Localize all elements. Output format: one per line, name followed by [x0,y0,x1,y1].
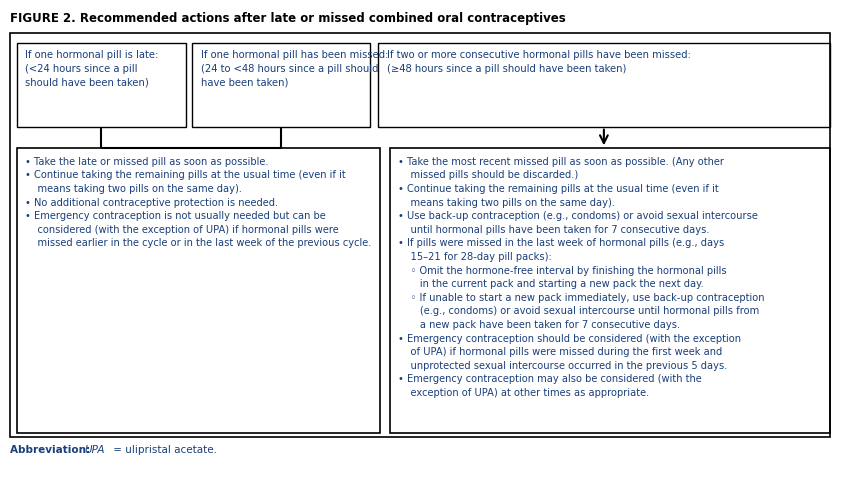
Text: FIGURE 2. Recommended actions after late or missed combined oral contraceptives: FIGURE 2. Recommended actions after late… [10,12,565,25]
Bar [390,148,830,433]
Text: If one hormonal pill has been missed:
(24 to <48 hours since a pill should
have : If one hormonal pill has been missed: (2… [201,50,388,87]
Text: If one hormonal pill is late:
(<24 hours since a pill
should have been taken): If one hormonal pill is late: (<24 hours… [25,50,159,87]
Bar [192,43,370,127]
Bar [17,148,380,433]
Text: Abbreviation:: Abbreviation: [10,445,94,456]
Text: UPA: UPA [84,445,105,456]
Text: = ulipristal acetate.: = ulipristal acetate. [110,445,217,456]
Text: If two or more consecutive hormonal pills have been missed:
(≥48 hours since a p: If two or more consecutive hormonal pill… [387,50,690,74]
Bar [10,33,830,437]
Text: • Take the most recent missed pill as soon as possible. (Any other
    missed pi: • Take the most recent missed pill as so… [398,157,765,398]
Bar [378,43,830,127]
Text: • Take the late or missed pill as soon as possible.
• Continue taking the remain: • Take the late or missed pill as soon a… [25,157,371,249]
Bar [17,43,186,127]
